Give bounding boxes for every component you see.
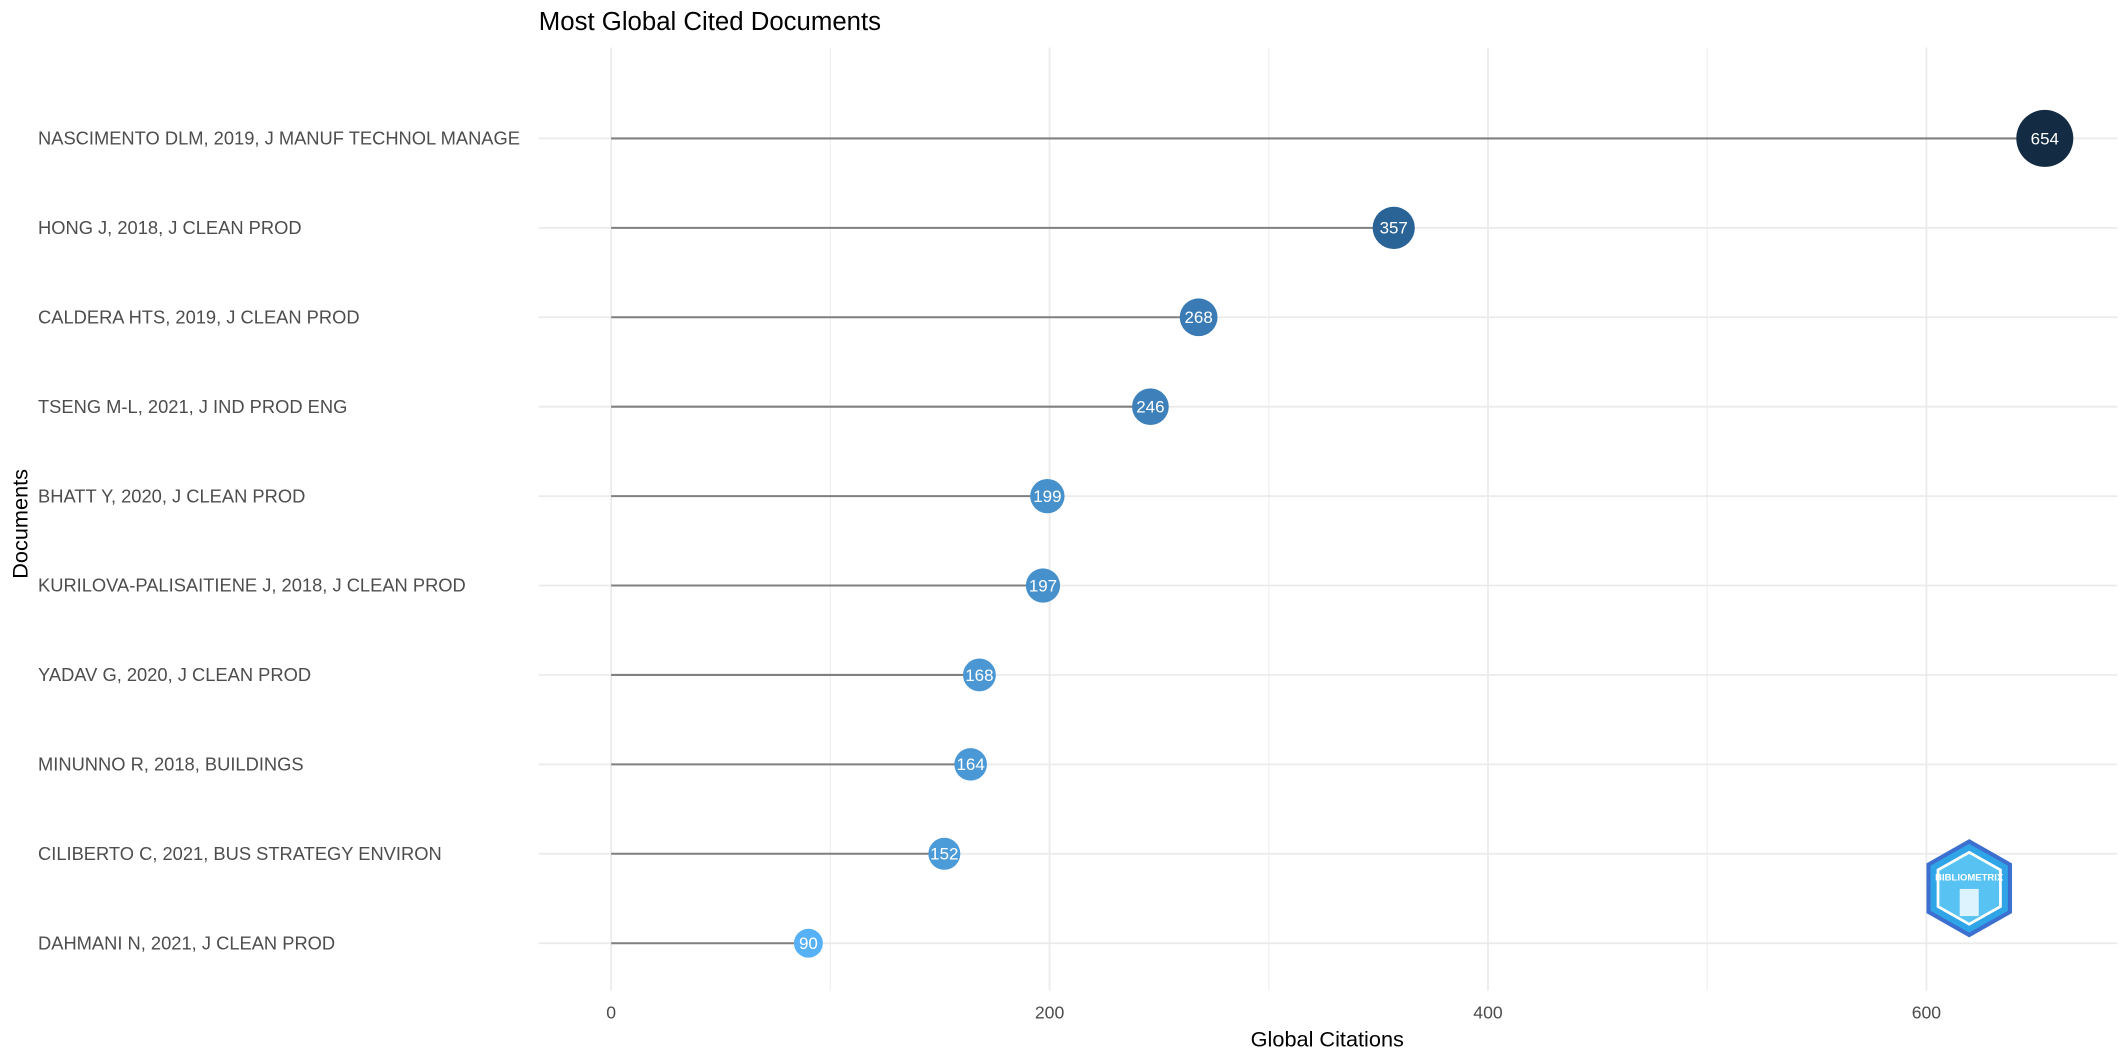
y-tick-label: MINUNNO R, 2018, BUILDINGS	[38, 754, 304, 775]
y-tick-label: CALDERA HTS, 2019, J CLEAN PROD	[38, 306, 360, 327]
value-label: 199	[1033, 487, 1061, 506]
value-label: 164	[956, 755, 984, 774]
y-axis-label: Documents	[7, 469, 32, 579]
y-tick-label: DAHMANI N, 2021, J CLEAN PROD	[38, 932, 335, 953]
value-label: 654	[2031, 129, 2059, 148]
bubble	[1372, 206, 1415, 249]
value-label: 90	[799, 934, 818, 953]
logo-text: BIBLIOMETRIX	[1935, 873, 2004, 884]
value-label: 357	[1380, 219, 1408, 238]
value-label: 152	[930, 845, 958, 864]
y-tick-label: NASCIMENTO DLM, 2019, J MANUF TECHNOL MA…	[38, 128, 520, 149]
y-tick-label: YADAV G, 2020, J CLEAN PROD	[38, 664, 311, 685]
value-label: 268	[1184, 308, 1212, 327]
x-tick-label: 400	[1473, 1002, 1503, 1022]
bubble	[1025, 568, 1061, 603]
bubble	[1030, 478, 1065, 514]
y-tick-label: KURILOVA-PALISAITIENE J, 2018, J CLEAN P…	[38, 575, 466, 596]
bubble	[928, 837, 961, 870]
logo: BIBLIOMETRIX	[1926, 839, 2012, 938]
chart-title: Most Global Cited Documents	[539, 8, 881, 36]
x-axis-label: Global Citations	[1251, 1027, 1404, 1052]
x-tick-label: 200	[1035, 1002, 1065, 1022]
x-tick-label: 600	[1912, 1002, 1942, 1022]
y-tick-label: HONG J, 2018, J CLEAN PROD	[38, 217, 302, 238]
y-tick-label: CILIBERTO C, 2021, BUS STRATEGY ENVIRON	[38, 843, 442, 864]
y-tick-label: BHATT Y, 2020, J CLEAN PROD	[38, 485, 305, 506]
bubble	[963, 658, 996, 692]
bubble	[1179, 298, 1218, 337]
bubble	[2016, 109, 2074, 167]
y-tick-label: TSENG M-L, 2021, J IND PROD ENG	[38, 396, 347, 417]
value-label: 246	[1136, 398, 1164, 417]
value-label: 168	[965, 666, 993, 685]
bubble	[1132, 388, 1169, 426]
x-tick-label: 0	[606, 1002, 616, 1022]
bubble	[793, 928, 823, 958]
bubble	[954, 748, 987, 781]
value-label: 197	[1029, 576, 1057, 595]
